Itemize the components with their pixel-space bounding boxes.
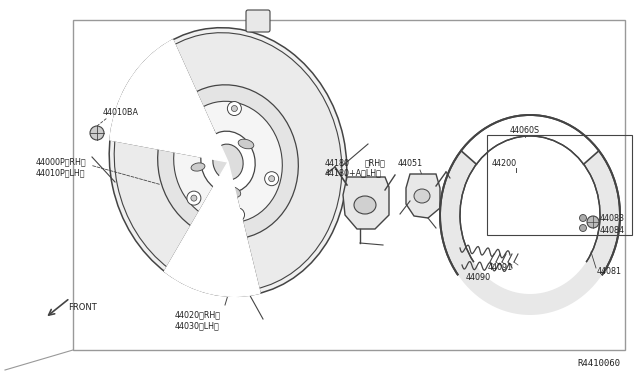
FancyBboxPatch shape	[246, 10, 270, 32]
Polygon shape	[110, 40, 228, 162]
Text: 44000P〈RH〉: 44000P〈RH〉	[36, 157, 86, 167]
Ellipse shape	[191, 163, 205, 171]
Circle shape	[579, 224, 586, 231]
Text: 44200: 44200	[492, 158, 517, 167]
Ellipse shape	[414, 189, 430, 203]
Ellipse shape	[180, 130, 195, 144]
Ellipse shape	[109, 28, 347, 296]
Text: 44081: 44081	[597, 267, 622, 276]
Text: R4410060: R4410060	[577, 359, 620, 368]
Text: 44060S: 44060S	[510, 125, 540, 135]
Text: FRONT: FRONT	[68, 304, 97, 312]
Text: 44051: 44051	[398, 158, 423, 167]
Ellipse shape	[213, 144, 243, 180]
Text: 44084: 44084	[600, 225, 625, 234]
Text: 44083: 44083	[600, 214, 625, 222]
Text: 44010BA: 44010BA	[103, 108, 139, 116]
Ellipse shape	[234, 212, 241, 218]
Text: 44091: 44091	[488, 263, 513, 273]
Ellipse shape	[230, 208, 244, 222]
Ellipse shape	[269, 176, 275, 182]
Text: 44090: 44090	[466, 273, 491, 282]
Circle shape	[579, 215, 586, 221]
Ellipse shape	[114, 33, 342, 291]
Bar	[487, 135, 632, 235]
Ellipse shape	[201, 131, 255, 193]
Ellipse shape	[197, 128, 214, 140]
Ellipse shape	[227, 102, 241, 116]
Text: 44010P〈LH〉: 44010P〈LH〉	[36, 169, 86, 177]
Polygon shape	[440, 151, 620, 315]
Ellipse shape	[354, 196, 376, 214]
Polygon shape	[164, 162, 260, 296]
Circle shape	[587, 216, 599, 228]
Circle shape	[90, 126, 104, 140]
Ellipse shape	[157, 85, 298, 239]
Bar	[73, 20, 625, 350]
Text: 44030〈LH〉: 44030〈LH〉	[175, 321, 220, 330]
Text: 44180+A〈LH〉: 44180+A〈LH〉	[325, 169, 382, 177]
Text: 44180: 44180	[325, 158, 350, 167]
Text: 〈RH〉: 〈RH〉	[365, 158, 386, 167]
Polygon shape	[343, 177, 389, 229]
Ellipse shape	[184, 134, 191, 140]
Ellipse shape	[173, 101, 282, 223]
Ellipse shape	[191, 195, 197, 201]
Ellipse shape	[265, 172, 278, 186]
Polygon shape	[406, 174, 440, 218]
Ellipse shape	[225, 187, 241, 198]
Ellipse shape	[187, 191, 201, 205]
Ellipse shape	[238, 139, 254, 149]
Ellipse shape	[232, 106, 237, 112]
Text: 44020〈RH〉: 44020〈RH〉	[175, 311, 221, 320]
